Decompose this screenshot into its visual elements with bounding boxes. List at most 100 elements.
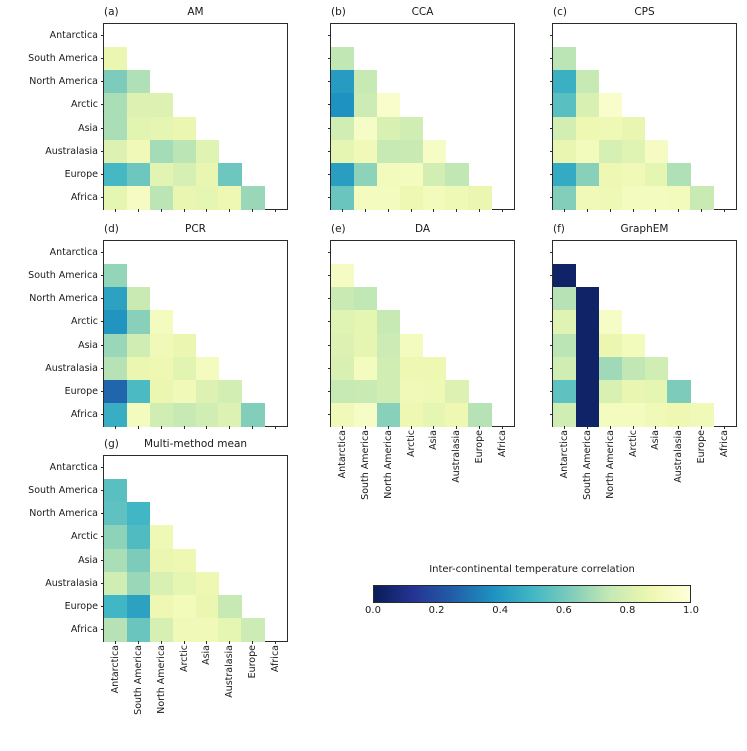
cell-south-america-antarctica	[553, 47, 577, 71]
cell-asia-arctic	[399, 333, 423, 358]
cell-europe-antarctica	[553, 379, 577, 404]
cell-australasia-north-america	[376, 139, 401, 164]
cell-arctic-north-america	[376, 310, 401, 334]
cell-asia-antarctica	[331, 116, 355, 141]
cell-europe-asia	[195, 162, 219, 187]
cell-africa-arctic	[399, 185, 423, 210]
y-tick	[550, 196, 553, 198]
colorbar-title: Inter-continental temperature correlatio…	[429, 564, 635, 575]
x-tick-label-europe: Europe	[474, 430, 486, 464]
y-tick	[328, 321, 331, 323]
y-tick	[101, 413, 104, 415]
cell-europe-australasia	[445, 379, 469, 404]
x-tick	[502, 209, 504, 212]
x-tick	[341, 426, 343, 429]
cell-africa-europe	[690, 185, 714, 210]
y-tick	[101, 298, 104, 300]
cell-south-america-antarctica	[331, 47, 355, 71]
y-tick	[328, 344, 331, 346]
cell-africa-south-america	[126, 617, 151, 642]
cell-asia-north-america	[149, 548, 174, 573]
cell-africa-asia	[644, 185, 668, 210]
cell-arctic-south-america	[126, 93, 151, 117]
colorbar-tick-label-1.0: 1.0	[683, 605, 699, 616]
x-tick-label-north-america: North America	[382, 430, 394, 499]
y-tick-label-australasia: Australasia	[45, 362, 98, 374]
y-tick	[550, 275, 553, 277]
cell-asia-south-america	[353, 333, 378, 358]
y-tick	[101, 582, 104, 584]
y-tick	[101, 275, 104, 277]
y-tick	[550, 252, 553, 254]
cell-africa-europe	[241, 402, 265, 427]
cell-africa-north-america	[598, 402, 623, 427]
panel-method-name: Multi-method mean	[143, 438, 248, 450]
y-tick	[101, 559, 104, 561]
cell-africa-asia	[195, 185, 219, 210]
cell-asia-antarctica	[553, 333, 577, 358]
cell-arctic-south-america	[126, 310, 151, 334]
x-tick	[364, 209, 366, 212]
cell-asia-north-america	[149, 333, 174, 358]
cell-africa-south-america	[126, 402, 151, 427]
y-tick	[101, 605, 104, 607]
cell-europe-south-america	[126, 379, 151, 404]
x-tick	[609, 426, 611, 429]
cell-africa-antarctica	[104, 402, 128, 427]
y-tick-label-south-america: South America	[28, 53, 98, 65]
cell-europe-antarctica	[104, 594, 128, 619]
y-tick	[101, 536, 104, 538]
cell-arctic-antarctica	[331, 310, 355, 334]
cell-arctic-north-america	[598, 310, 623, 334]
cell-australasia-south-america	[575, 356, 600, 381]
x-tick	[724, 426, 726, 429]
y-tick-label-africa: Africa	[70, 408, 98, 420]
x-tick	[410, 209, 412, 212]
cell-arctic-antarctica	[553, 310, 577, 334]
cell-europe-australasia	[218, 162, 242, 187]
y-tick	[550, 81, 553, 83]
cell-africa-europe	[241, 185, 265, 210]
panel-tag: (f)	[553, 223, 565, 235]
y-tick	[550, 321, 553, 323]
y-tick-label-asia: Asia	[78, 554, 98, 566]
y-tick-label-arctic: Arctic	[70, 531, 98, 543]
y-tick	[101, 467, 104, 469]
cell-australasia-antarctica	[104, 139, 128, 164]
cell-asia-north-america	[149, 116, 174, 141]
y-tick-label-north-america: North America	[29, 293, 98, 305]
cell-europe-north-america	[598, 162, 623, 187]
cell-australasia-antarctica	[104, 571, 128, 596]
cell-australasia-asia	[644, 139, 668, 164]
y-tick-label-asia: Asia	[78, 339, 98, 351]
x-tick	[678, 209, 680, 212]
cell-north-america-antarctica	[553, 70, 577, 94]
x-tick	[341, 209, 343, 212]
y-tick	[550, 344, 553, 346]
y-tick	[101, 173, 104, 175]
x-tick	[229, 641, 231, 644]
cell-europe-asia	[195, 379, 219, 404]
cell-africa-south-america	[575, 402, 600, 427]
y-tick-label-antarctica: Antarctica	[49, 462, 98, 474]
x-tick-label-africa: Africa	[497, 430, 509, 458]
y-tick-label-australasia: Australasia	[45, 577, 98, 589]
cell-africa-asia	[644, 402, 668, 427]
x-tick-label-australasia: Australasia	[451, 430, 463, 483]
panel-am-plot: (a) AM Antarctica South America North Americ…	[28, 6, 288, 212]
x-tick-label-south-america: South America	[132, 645, 144, 715]
cell-australasia-arctic	[172, 571, 196, 596]
cell-africa-australasia	[667, 185, 691, 210]
x-tick	[632, 209, 634, 212]
x-tick	[206, 641, 208, 644]
y-tick	[101, 81, 104, 83]
x-tick-label-europe: Europe	[247, 645, 259, 679]
cell-australasia-asia	[422, 139, 446, 164]
y-tick	[328, 252, 331, 254]
x-tick	[252, 426, 254, 429]
panel-title: (g) Multi-method mean	[104, 437, 287, 451]
cell-europe-asia	[195, 594, 219, 619]
panel-multi-method-mean-plot: (g) Multi-method mean Antarctica South Amer…	[28, 438, 288, 715]
cell-europe-arctic	[172, 594, 196, 619]
